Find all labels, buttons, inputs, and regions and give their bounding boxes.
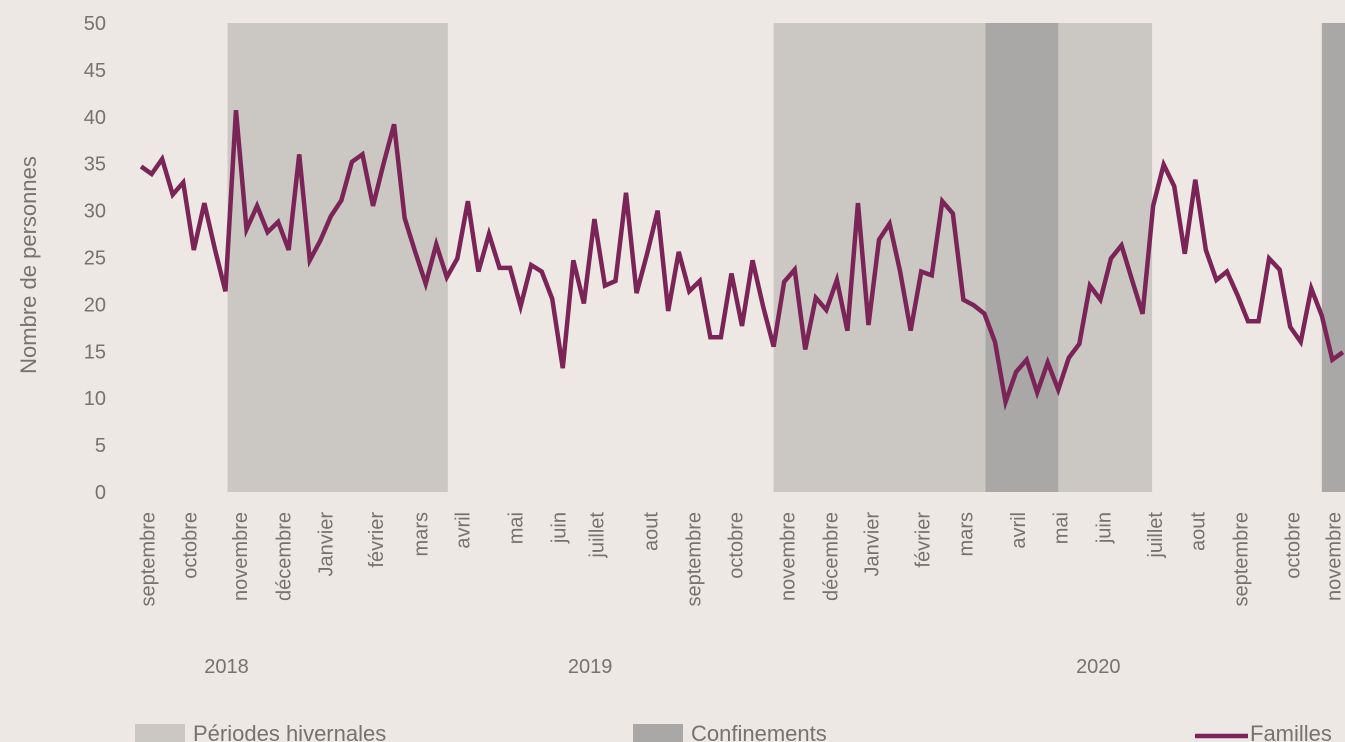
legend-swatch <box>633 724 683 742</box>
y-tick-label: 50 <box>84 13 106 35</box>
x-tick-label: décembre <box>273 512 295 601</box>
x-tick-label: avril <box>1008 512 1030 549</box>
y-axis-title: Nombre de personnes <box>16 156 41 374</box>
x-tick-label: mai <box>505 512 527 544</box>
y-tick-label: 35 <box>84 154 106 176</box>
x-tick-label: aout <box>640 512 662 551</box>
year-label: 2018 <box>204 656 249 678</box>
x-tick-label: Janvier <box>316 512 338 577</box>
x-tick-label: juillet <box>1145 512 1167 559</box>
x-tick-label: juillet <box>587 512 609 559</box>
x-tick-label: aout <box>1187 512 1209 551</box>
x-tick-label: février <box>912 512 934 568</box>
x-tick-label: octobre <box>180 512 202 579</box>
x-tick-label: Janvier <box>862 512 884 577</box>
legend-label: Familles <box>1250 721 1332 742</box>
x-tick-label: mars <box>410 512 432 556</box>
y-tick-label: 0 <box>95 482 106 504</box>
x-tick-label: juin <box>549 512 571 544</box>
x-tick-label: septembre <box>137 512 159 607</box>
x-tick-label: septembre <box>683 512 705 607</box>
x-tick-label: octobre <box>726 512 748 579</box>
data-line <box>139 110 1345 411</box>
y-tick-label: 15 <box>84 341 106 363</box>
y-tick-label: 45 <box>84 60 106 82</box>
legend-label: Confinements <box>691 721 827 742</box>
legend: Périodes hivernales Confinements Familles <box>135 721 1332 742</box>
shaded-band <box>985 23 1059 492</box>
x-tick-label: juin <box>1094 512 1116 544</box>
x-tick-label: octobre <box>1282 512 1304 579</box>
x-tick-label: mars <box>955 512 977 556</box>
y-tick-label: 40 <box>84 107 106 129</box>
shaded-band <box>773 23 1153 492</box>
y-tick-label: 5 <box>95 435 106 457</box>
shaded-band <box>1321 23 1345 492</box>
y-tick-label: 30 <box>84 201 106 223</box>
x-tick-label: février <box>366 512 388 568</box>
year-label: 2019 <box>568 656 613 678</box>
y-tick-label: 20 <box>84 294 106 316</box>
x-tick-label: décembre <box>821 512 843 601</box>
shaded-band <box>227 23 448 492</box>
x-tick-label: avril <box>453 512 475 549</box>
legend-swatch <box>135 724 185 742</box>
x-tick-label: novembre <box>230 512 252 601</box>
x-tick-label: novembre <box>777 512 799 601</box>
y-tick-label: 10 <box>84 388 106 410</box>
year-label: 2020 <box>1076 656 1121 678</box>
x-tick-label: septembre <box>1231 512 1253 607</box>
x-tick-label: novembre <box>1323 512 1345 601</box>
legend-label: Périodes hivernales <box>193 721 386 742</box>
y-tick-label: 25 <box>84 248 106 270</box>
x-tick-label: mai <box>1050 512 1072 544</box>
